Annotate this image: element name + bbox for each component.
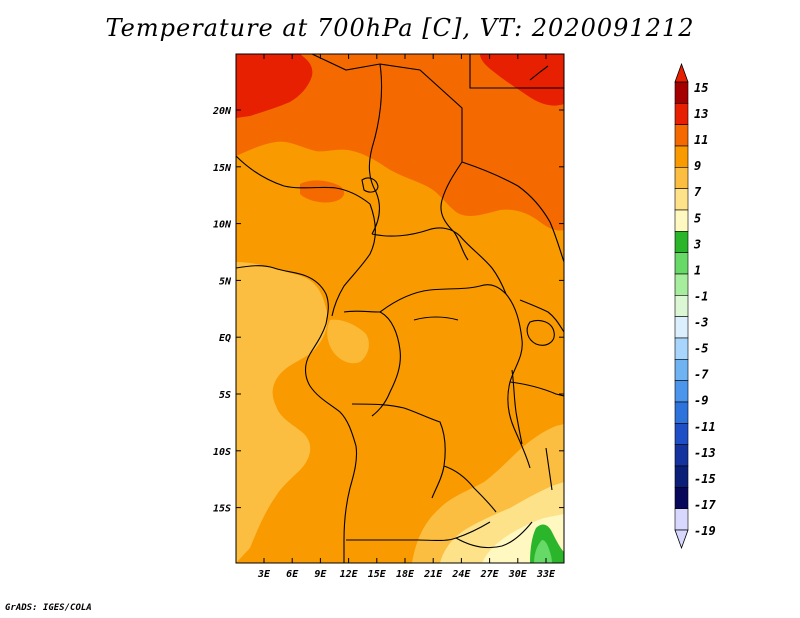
border-chad-sudan — [440, 161, 469, 261]
lon-tick-label: 33E — [536, 569, 556, 580]
lake-victoria — [526, 319, 555, 346]
colorbar-label: -1 — [694, 289, 708, 303]
lon-tick-label: 27E — [480, 569, 500, 580]
field-north-11-13-lake — [300, 180, 345, 203]
colorbar-segment — [674, 487, 689, 509]
colorbar-top-arrow — [674, 62, 689, 83]
border-angola-namibia — [346, 521, 491, 542]
lat-tick-label: 5S — [219, 390, 231, 401]
colorbar-segment — [674, 188, 689, 211]
colorbar-label: 15 — [694, 81, 708, 95]
lat-tick-label: 15N — [213, 163, 232, 174]
field-south-1 — [534, 540, 552, 563]
field-west-coast-7-9 — [236, 262, 328, 563]
colorbar-segment — [674, 423, 689, 445]
lat-tick-label: 20N — [212, 106, 232, 117]
sudan-coast — [529, 65, 549, 81]
colorbar-segment — [674, 103, 689, 125]
lon-tick-label: 24E — [451, 569, 471, 580]
colorbar-segment — [674, 81, 689, 104]
colorbar-label: -15 — [694, 472, 716, 486]
colorbar-segment — [674, 316, 689, 339]
colorbar-label: -19 — [694, 524, 716, 538]
border-tanzania — [509, 381, 564, 397]
border-south-sudan — [461, 161, 564, 263]
temperature-field — [236, 54, 564, 563]
colorbar-segment — [674, 167, 689, 189]
colorbar-segment — [674, 252, 689, 275]
lake-chad — [361, 177, 379, 193]
lat-tick-label: 15S — [213, 504, 231, 515]
border-angola-drc — [351, 403, 446, 499]
field-northeast-13-15 — [480, 54, 564, 106]
field-central-strip-7-9 — [327, 319, 369, 364]
border-niger-nigeria — [236, 155, 371, 205]
lon-tick-label: 30E — [508, 569, 528, 580]
colorbar-segment — [674, 380, 689, 403]
lon-tick-label: 9E — [314, 569, 327, 580]
colorbar-label: -7 — [694, 368, 709, 382]
grads-credit: GrADS: IGES/COLA — [5, 603, 92, 613]
colorbar-label: -3 — [694, 316, 708, 330]
lon-tick-label: 6E — [286, 569, 299, 580]
lat-tick-label: 10N — [213, 220, 232, 231]
border-north-1 — [311, 54, 463, 162]
colorbar-segment — [674, 231, 689, 253]
lat-tick-label: 5N — [219, 276, 232, 287]
lat-tick-label: EQ — [219, 333, 231, 344]
colorbar-segment — [674, 295, 689, 317]
colorbar-segment — [674, 124, 689, 147]
colorbar-segment — [674, 209, 689, 232]
longitude-axis: 3E 6E 9E 12E 15E 18E 21E 24E 27E 30E 33E — [257, 54, 556, 580]
border-uganda-kenya — [519, 299, 564, 333]
colorbar-segment — [674, 401, 689, 424]
lon-tick-label: 15E — [368, 569, 387, 580]
field-northwest-13-15 — [236, 54, 313, 118]
border-congo-drc — [343, 310, 401, 417]
lake-malawi — [545, 447, 553, 491]
colorbar-segment — [674, 508, 689, 531]
colorbar-label: -17 — [694, 498, 716, 512]
border-north-2 — [368, 63, 383, 235]
colorbar-label: 11 — [694, 133, 708, 147]
lon-tick-label: 18E — [396, 569, 415, 580]
border-car-south — [379, 284, 507, 313]
colorbar-segment — [674, 273, 689, 296]
colorbar-segment — [674, 444, 689, 467]
colorbar-label: -11 — [694, 420, 716, 434]
colorbar: 15 13 11 9 7 5 3 1 -1 -3 -5 -7 -9 -11 -13 -15 -17 -19 — [674, 62, 716, 550]
map-title: Temperature at 700hPa [C], VT: 202009121… — [105, 14, 695, 42]
colorbar-label: 13 — [694, 107, 708, 121]
boundaries — [236, 54, 564, 563]
colorbar-segment — [674, 359, 689, 381]
congo-river-detail — [413, 316, 459, 321]
colorbar-label: -13 — [694, 446, 716, 460]
lake-tanganyika — [511, 369, 523, 445]
map-frame — [235, 53, 565, 564]
border-nigeria-cameroon — [331, 203, 376, 317]
border-car — [371, 227, 507, 295]
colorbar-bottom-arrow — [674, 529, 689, 550]
field-north-11-13 — [236, 54, 564, 231]
colorbar-label: -9 — [694, 394, 708, 408]
colorbar-segment — [674, 337, 689, 360]
lon-tick-label: 12E — [340, 569, 359, 580]
border-angola-zambia — [443, 465, 497, 513]
colorbar-label: 5 — [694, 211, 701, 225]
colorbar-segment — [674, 465, 689, 488]
colorbar-segment — [674, 145, 689, 168]
coastline-west-africa — [236, 265, 358, 563]
colorbar-label: 3 — [693, 237, 701, 251]
colorbar-label: 7 — [694, 185, 702, 199]
border-zambia-south — [455, 521, 533, 549]
latitude-axis: 20N 15N 10N 5N EQ 5S 10S 15S — [212, 106, 564, 515]
lat-tick-label: 10S — [213, 447, 231, 458]
colorbar-label: 1 — [694, 263, 701, 277]
lon-tick-label: 3E — [257, 569, 271, 580]
colorbar-label: -5 — [694, 342, 708, 356]
colorbar-label: 9 — [694, 159, 701, 173]
border-ethiopia — [469, 54, 564, 89]
lon-tick-label: 21E — [423, 569, 443, 580]
